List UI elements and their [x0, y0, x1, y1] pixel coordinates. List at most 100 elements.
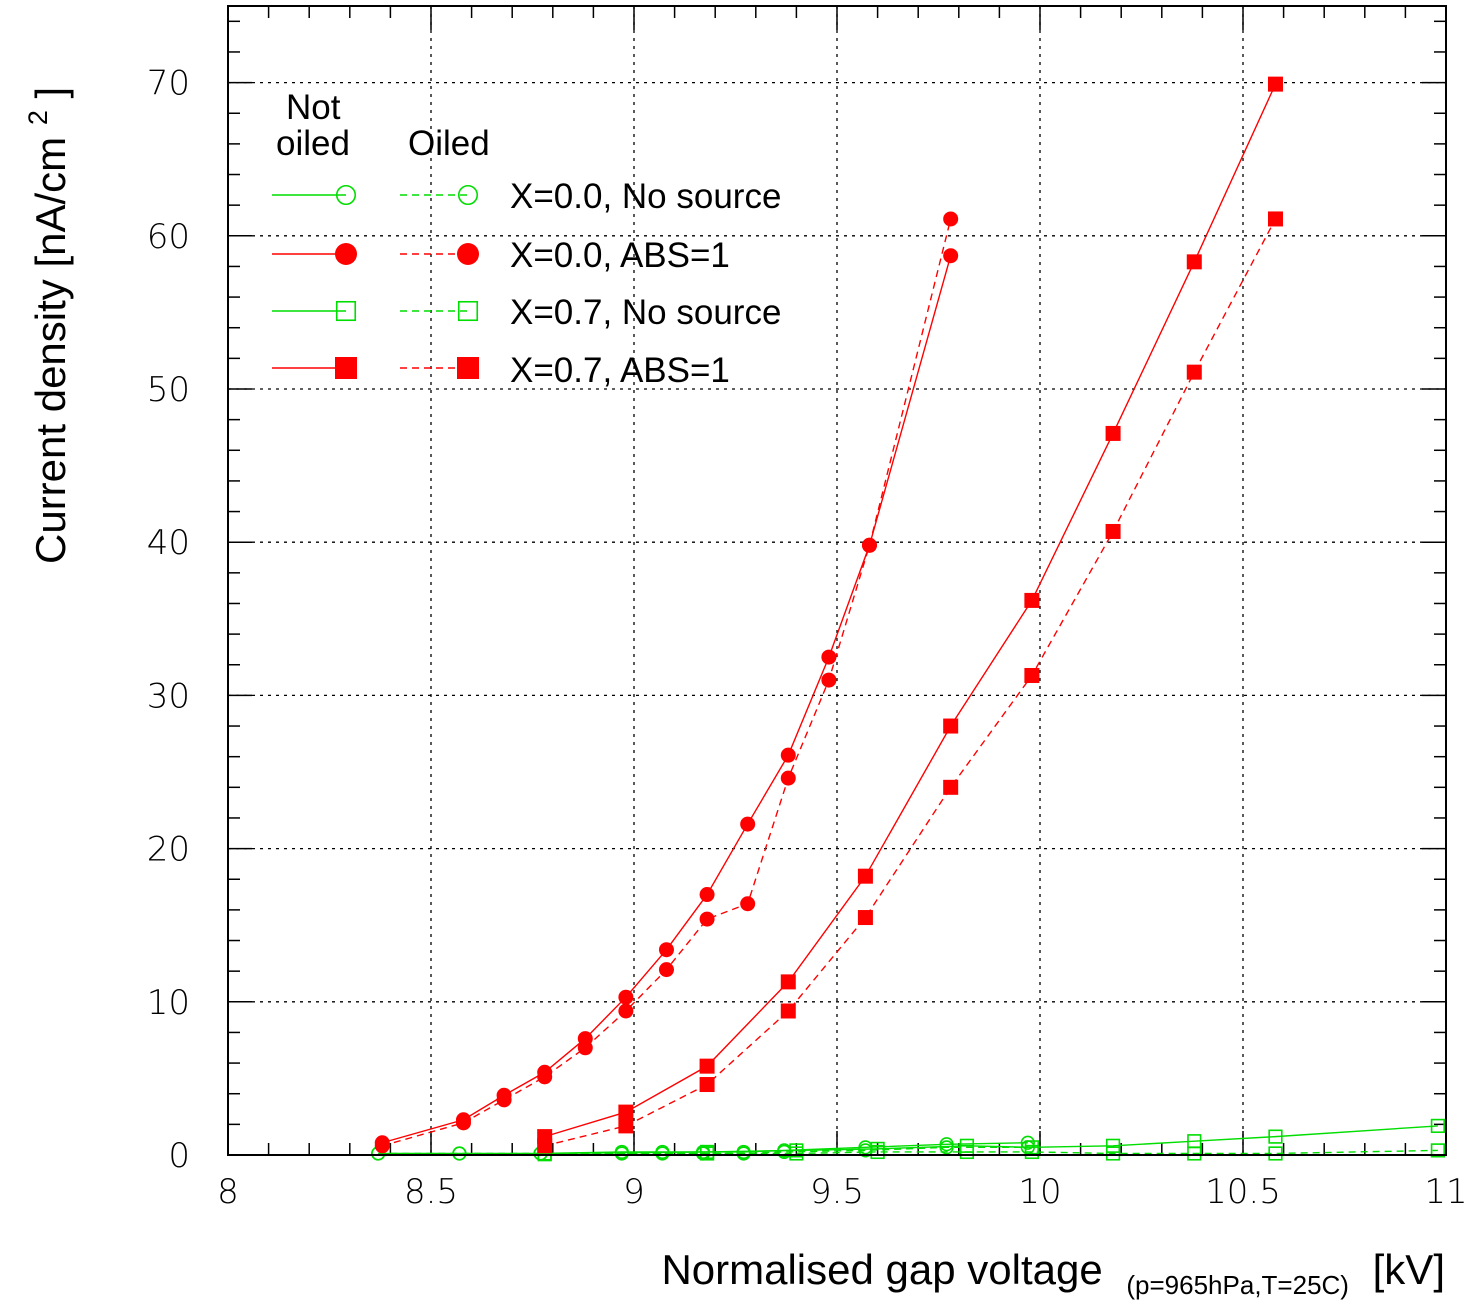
x-axis-title-main: Normalised gap voltage: [661, 1246, 1102, 1293]
data-point: [1105, 1146, 1121, 1161]
data-point: [959, 1144, 975, 1160]
data-point: [780, 770, 796, 786]
data-point: [496, 1092, 512, 1108]
x-tick-label: 9: [623, 1172, 645, 1212]
data-point: [374, 1138, 390, 1154]
y-axis-title-main: Current density [nA/cm: [27, 137, 74, 564]
grid: [228, 6, 1446, 1155]
data-point: [780, 747, 796, 763]
data-point: [618, 1104, 634, 1120]
data-point: [699, 1077, 715, 1093]
y-axis-title-end: ]: [27, 87, 74, 99]
tick-labels: 8 8.5 9 9.5 10 10.5 11 0 10 20 30 40 50 60 70: [147, 64, 1468, 1212]
y-tick-label: 30: [147, 676, 190, 716]
data-point: [943, 211, 959, 227]
data-point: [857, 910, 873, 926]
data-point: [618, 989, 634, 1005]
data-point: [870, 1144, 885, 1160]
data-point: [821, 649, 837, 665]
data-point: [1020, 1135, 1035, 1150]
data-point: [780, 1003, 796, 1019]
series-line: [544, 218, 1277, 1147]
legend-marker-oiled: [457, 300, 479, 322]
legend-header-not-oiled-line2: oiled: [276, 124, 350, 163]
data-point: [699, 1058, 715, 1074]
data-point: [1268, 1129, 1283, 1144]
data-point: [861, 537, 877, 553]
legend-rows: [272, 184, 479, 379]
data-point: [699, 911, 715, 927]
legend-entry-1: X=0.0, ABS=1: [510, 236, 730, 275]
legend-row-0: [272, 184, 479, 206]
y-tick-label: 40: [147, 523, 190, 563]
x-axis-title-unit: [kV]: [1373, 1246, 1445, 1293]
data-point: [943, 779, 959, 795]
data-point: [455, 1115, 471, 1131]
y-tick-label: 60: [147, 217, 190, 257]
y-tick-label: 20: [147, 830, 190, 870]
data-point: [740, 896, 756, 912]
x-tick-label: 10: [1018, 1172, 1061, 1212]
plot-frame: [227, 5, 1447, 1156]
data-point: [1430, 1143, 1445, 1158]
legend-header-oiled: Oiled: [408, 124, 490, 163]
y-axis-title-superscript: 2: [23, 110, 53, 125]
x-axis-title: Normalised gap voltage (p=965hPa,T=25C) …: [661, 1246, 1445, 1303]
data-point: [821, 672, 837, 688]
x-tick-label: 11: [1424, 1172, 1467, 1212]
series-line: [544, 83, 1277, 1138]
y-tick-label: 70: [147, 64, 190, 104]
y-axis-title: Current density [nA/cm 2 ]: [9, 87, 74, 564]
data-point: [699, 887, 715, 903]
legend: Not oiled Oiled X=0.0, No source X=0.0, …: [272, 88, 781, 390]
legend-marker-not-oiled: [335, 243, 357, 265]
x-axis-title-subscript: (p=965hPa,T=25C): [1126, 1270, 1349, 1300]
data-point: [1268, 1146, 1283, 1161]
data-point: [943, 248, 959, 264]
legend-marker-not-oiled: [335, 184, 357, 206]
data-point: [780, 974, 796, 990]
y-tick-label: 0: [168, 1136, 190, 1176]
data-point: [1105, 523, 1121, 539]
data-point: [658, 962, 674, 978]
x-tick-label: 8: [217, 1172, 239, 1212]
legend-marker-oiled: [457, 184, 479, 206]
legend-marker-oiled: [457, 243, 479, 265]
data-point: [1186, 254, 1202, 270]
legend-entry-0: X=0.0, No source: [510, 177, 781, 216]
legend-entry-2: X=0.7, No source: [510, 293, 781, 332]
data-point: [1267, 211, 1283, 227]
legend-marker-oiled: [457, 357, 479, 379]
series-line: [544, 1125, 1438, 1155]
data-point: [1024, 1144, 1039, 1160]
legend-row-2: [272, 300, 479, 322]
data-point: [618, 1003, 634, 1019]
x-tick-label: 10.5: [1205, 1172, 1281, 1212]
y-tick-label: 10: [147, 983, 190, 1023]
data-point: [943, 718, 959, 734]
data-point: [1187, 1146, 1202, 1161]
data-point: [577, 1040, 593, 1056]
data-point: [1024, 592, 1040, 608]
x-tick-label: 8.5: [404, 1172, 458, 1212]
data-point: [537, 1069, 553, 1085]
data-point: [699, 1146, 715, 1161]
data-point: [1186, 364, 1202, 380]
data-point: [618, 1118, 634, 1134]
legend-marker-not-oiled: [335, 300, 357, 322]
data-point: [1430, 1118, 1445, 1133]
series-layer: [371, 76, 1445, 1162]
data-point: [1105, 1138, 1121, 1153]
data-point: [1267, 76, 1283, 92]
legend-row-3: [272, 357, 479, 379]
legend-entry-3: X=0.7, ABS=1: [510, 351, 730, 390]
series-3: [374, 211, 959, 1154]
data-point: [857, 868, 873, 884]
data-point: [658, 942, 674, 958]
legend-marker-not-oiled: [335, 357, 357, 379]
data-point: [452, 1146, 467, 1161]
data-point: [740, 816, 756, 832]
series-7: [537, 211, 1283, 1154]
data-point: [1024, 667, 1040, 683]
